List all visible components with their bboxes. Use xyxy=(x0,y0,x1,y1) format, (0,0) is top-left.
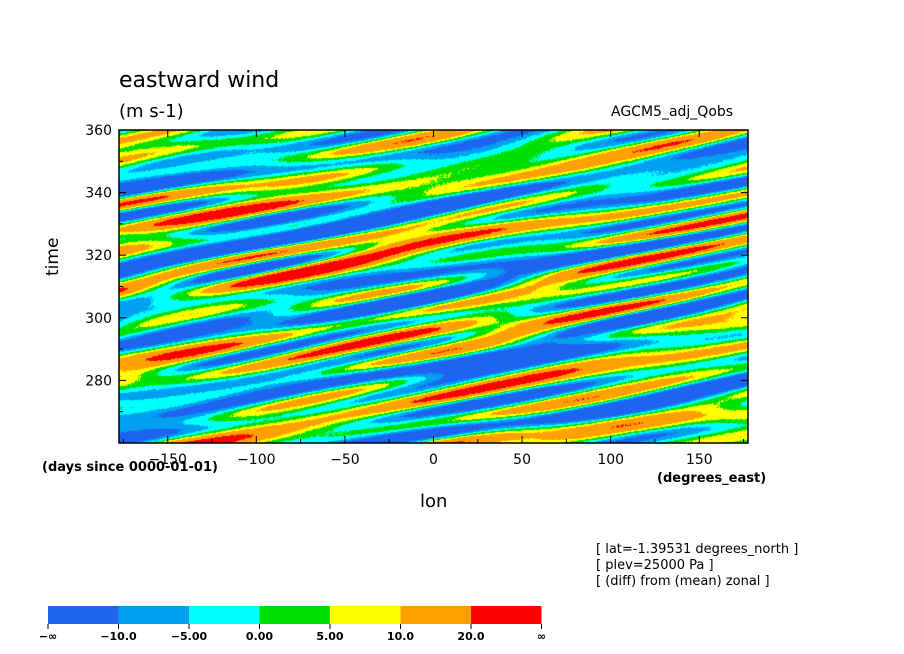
note-difference: [ (diff) from (mean) zonal ] xyxy=(596,574,770,589)
colorbar-tick-label: −10.0 xyxy=(100,630,137,643)
colorbar-tick-label: 0.00 xyxy=(246,630,273,643)
colorbar-swatch xyxy=(330,606,401,624)
x-tick-label: 150 xyxy=(686,452,713,468)
x-tick-label: 0 xyxy=(429,452,438,468)
colorbar-swatch xyxy=(471,606,542,624)
x-axis: −150 −100 −50 0 50 100 150 xyxy=(122,130,745,468)
colorbar-swatch xyxy=(118,606,189,624)
y-tick-label: 280 xyxy=(85,373,112,389)
y-axis: 280 300 320 340 360 xyxy=(85,123,748,413)
colorbar-swatch xyxy=(259,606,330,624)
colorbar-tick-label: 10.0 xyxy=(387,630,414,643)
y-tick-label: 300 xyxy=(85,311,112,327)
colorbar-swatch xyxy=(189,606,260,624)
colorbar-tick-label: −∞ xyxy=(39,630,57,643)
x-tick-label: 100 xyxy=(597,452,624,468)
chart-title: eastward wind xyxy=(119,68,280,93)
colorbar-tick-label: −5.00 xyxy=(171,630,208,643)
run-label: AGCM5_adj_Qobs xyxy=(611,104,734,120)
colorbar: −∞ −10.0 −5.00 0.00 5.00 10.0 20.0 ∞ xyxy=(39,606,546,643)
x-tick-label: −100 xyxy=(237,452,275,468)
x-tick-label: 50 xyxy=(513,452,531,468)
y-tick-label: 320 xyxy=(85,248,112,264)
wind-field-image xyxy=(119,130,748,443)
y-axis-units: (days since 0000-01-01) xyxy=(42,460,218,475)
wind-field xyxy=(119,130,748,443)
chart-units: (m s-1) xyxy=(119,101,184,122)
note-pressure-level: [ plev=25000 Pa ] xyxy=(596,558,714,573)
colorbar-tick-label: 5.00 xyxy=(316,630,343,643)
x-axis-label: lon xyxy=(420,491,448,512)
x-tick-label: −150 xyxy=(148,452,186,468)
colorbar-tick-label: ∞ xyxy=(537,630,546,643)
colorbar-tick-label: 20.0 xyxy=(457,630,484,643)
x-axis-units: (degrees_east) xyxy=(657,471,767,486)
y-tick-label: 360 xyxy=(85,123,112,139)
colorbar-swatch xyxy=(48,606,119,624)
x-tick-label: −50 xyxy=(330,452,360,468)
y-tick-label: 340 xyxy=(85,186,112,202)
colorbar-swatch xyxy=(400,606,471,624)
note-latitude: [ lat=-1.39531 degrees_north ] xyxy=(596,542,799,557)
